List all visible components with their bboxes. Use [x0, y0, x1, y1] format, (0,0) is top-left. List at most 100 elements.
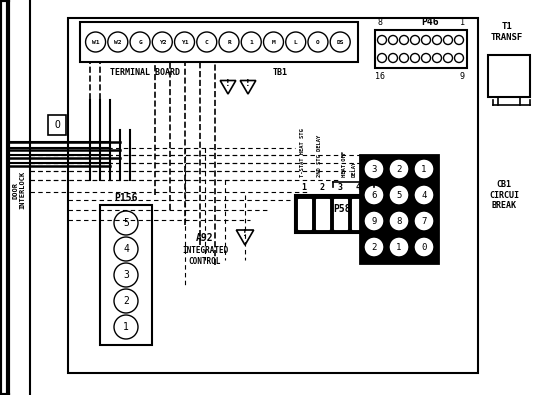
- Text: 6: 6: [371, 190, 377, 199]
- Text: 2ND STG DELAY: 2ND STG DELAY: [317, 135, 322, 177]
- Text: Y1: Y1: [181, 40, 188, 45]
- Text: 8: 8: [377, 17, 382, 26]
- Circle shape: [422, 53, 430, 62]
- Text: !: !: [243, 229, 247, 238]
- Text: 9: 9: [371, 216, 377, 226]
- Circle shape: [433, 53, 442, 62]
- Circle shape: [108, 32, 128, 52]
- Circle shape: [241, 32, 261, 52]
- Circle shape: [364, 237, 384, 257]
- Circle shape: [433, 36, 442, 45]
- Bar: [334, 199, 347, 229]
- Text: P58: P58: [333, 204, 351, 214]
- Text: 2: 2: [371, 243, 377, 252]
- Circle shape: [399, 53, 408, 62]
- Circle shape: [364, 185, 384, 205]
- Text: 2: 2: [123, 296, 129, 306]
- Circle shape: [454, 53, 464, 62]
- Circle shape: [422, 36, 430, 45]
- Circle shape: [286, 32, 306, 52]
- Circle shape: [377, 36, 387, 45]
- Circle shape: [197, 32, 217, 52]
- Circle shape: [114, 315, 138, 339]
- Circle shape: [364, 159, 384, 179]
- Text: T1
TRANSF: T1 TRANSF: [491, 22, 523, 42]
- Circle shape: [330, 32, 350, 52]
- Circle shape: [152, 32, 172, 52]
- Text: TERMINAL BOARD: TERMINAL BOARD: [110, 68, 180, 77]
- Text: 1: 1: [249, 40, 253, 45]
- Text: 1: 1: [123, 322, 129, 332]
- Text: 1: 1: [396, 243, 402, 252]
- Text: C: C: [205, 40, 209, 45]
- Text: INTEGRATED: INTEGRATED: [182, 246, 228, 254]
- Text: !: !: [226, 79, 230, 88]
- Text: O: O: [316, 40, 320, 45]
- Circle shape: [444, 36, 453, 45]
- Circle shape: [414, 211, 434, 231]
- Bar: [316, 199, 329, 229]
- Bar: [80, 22, 358, 62]
- Text: DOOR
INTERLOCK: DOOR INTERLOCK: [13, 171, 25, 209]
- Circle shape: [114, 211, 138, 235]
- Circle shape: [389, 211, 409, 231]
- Circle shape: [175, 32, 194, 52]
- Circle shape: [114, 289, 138, 313]
- Text: A92: A92: [196, 233, 214, 243]
- Circle shape: [85, 32, 106, 52]
- Text: 8: 8: [396, 216, 402, 226]
- Text: 4: 4: [356, 182, 361, 192]
- Circle shape: [444, 53, 453, 62]
- Text: T-STAT HEAT STG: T-STAT HEAT STG: [300, 128, 305, 177]
- Circle shape: [264, 32, 284, 52]
- Text: P156: P156: [114, 193, 138, 203]
- Text: TB1: TB1: [273, 68, 288, 77]
- Circle shape: [389, 185, 409, 205]
- Text: W1: W1: [92, 40, 99, 45]
- Circle shape: [414, 159, 434, 179]
- Bar: [375, 30, 467, 68]
- Text: G: G: [138, 40, 142, 45]
- Circle shape: [414, 237, 434, 257]
- Bar: [352, 199, 365, 229]
- Text: 5: 5: [123, 218, 129, 228]
- Bar: [48, 115, 66, 135]
- Text: DS: DS: [336, 40, 344, 45]
- Circle shape: [377, 53, 387, 62]
- Bar: [100, 205, 152, 345]
- Circle shape: [219, 32, 239, 52]
- Circle shape: [389, 237, 409, 257]
- Bar: [295, 195, 373, 233]
- Text: O: O: [54, 120, 60, 130]
- Circle shape: [114, 237, 138, 261]
- Text: R: R: [227, 40, 231, 45]
- Text: 9: 9: [459, 71, 464, 81]
- Text: M: M: [271, 40, 275, 45]
- Text: 4: 4: [123, 244, 129, 254]
- Bar: [488, 55, 530, 97]
- Text: 7: 7: [421, 216, 427, 226]
- Text: 3: 3: [337, 182, 342, 192]
- Circle shape: [114, 263, 138, 287]
- Text: P46: P46: [422, 17, 439, 27]
- Circle shape: [411, 36, 419, 45]
- Text: 2: 2: [396, 164, 402, 173]
- Text: 0: 0: [421, 243, 427, 252]
- Circle shape: [399, 36, 408, 45]
- Text: W2: W2: [114, 40, 121, 45]
- Text: 3: 3: [123, 270, 129, 280]
- Text: 3: 3: [371, 164, 377, 173]
- Circle shape: [130, 32, 150, 52]
- Text: 16: 16: [375, 71, 385, 81]
- Text: !: !: [246, 79, 250, 88]
- Circle shape: [389, 159, 409, 179]
- Circle shape: [308, 32, 328, 52]
- Bar: [68, 18, 478, 373]
- Text: 4: 4: [421, 190, 427, 199]
- Text: 1: 1: [301, 182, 306, 192]
- Text: DELAY: DELAY: [352, 161, 357, 177]
- Text: HEAT OFF: HEAT OFF: [342, 151, 347, 177]
- Text: CB1
CIRCUI
BREAK: CB1 CIRCUI BREAK: [489, 180, 519, 210]
- Circle shape: [364, 211, 384, 231]
- Text: 2: 2: [320, 182, 325, 192]
